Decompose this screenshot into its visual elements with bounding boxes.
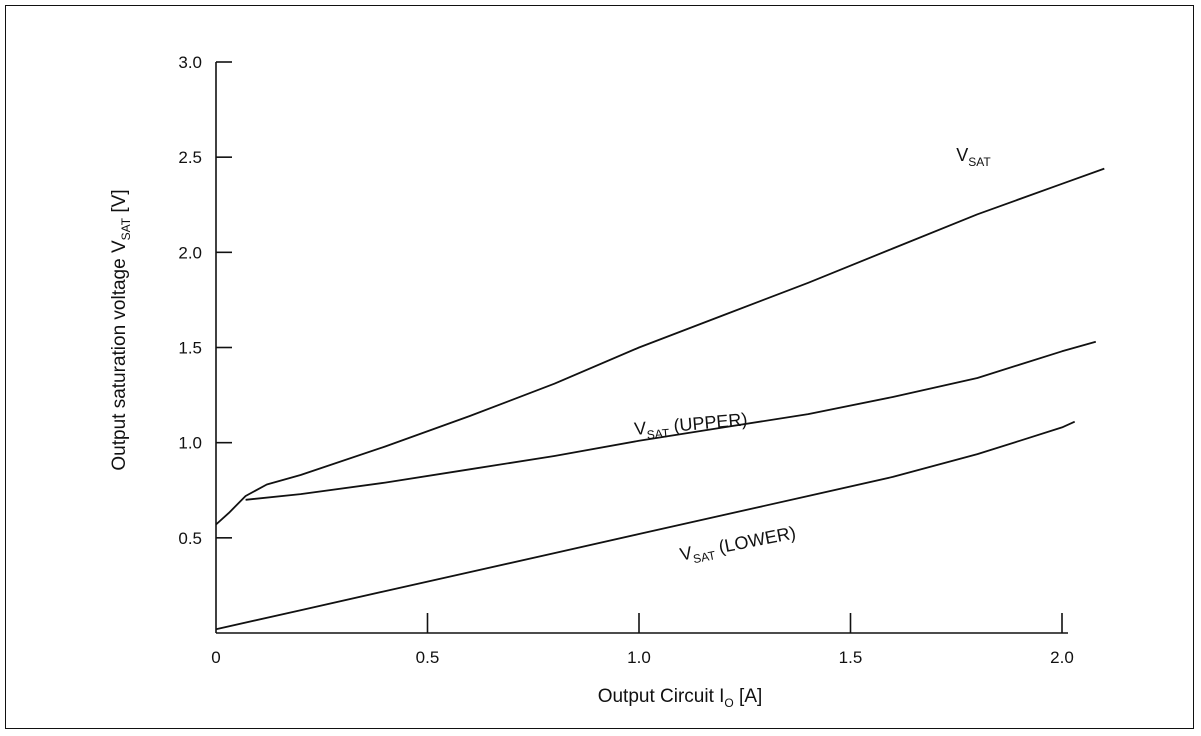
x-axis-title: Output Circuit IO [A] — [598, 686, 763, 710]
y-tick-label: 3.0 — [178, 53, 202, 72]
ticks: 0 0.5 1.0 1.5 2.0 0.5 1.0 1.5 2.0 2.5 3.0 — [178, 53, 1073, 667]
y-tick-label: 2.0 — [178, 243, 202, 262]
x-axis-title-sub: O — [724, 696, 733, 710]
x-axis-title-unit: [A] — [734, 686, 763, 707]
series-line-0 — [215, 167, 1105, 526]
axes — [215, 62, 1068, 634]
x-tick-label: 2.0 — [1050, 648, 1074, 667]
y-axis-title-sub: SAT — [119, 217, 133, 240]
y-tick-label: 2.5 — [178, 148, 202, 167]
series-label-1: VSAT (UPPER) — [633, 409, 748, 443]
x-axis-title-main: Output Circuit I — [598, 686, 725, 707]
series-line-2 — [215, 420, 1076, 631]
x-tick-label: 0.5 — [416, 648, 440, 667]
series-label-0: VSAT — [956, 145, 991, 169]
series-label-2: VSAT (LOWER) — [678, 523, 798, 569]
y-tick-label: 1.5 — [178, 339, 202, 358]
y-axis-title: Output saturation voltage VSAT [V] — [109, 189, 133, 470]
y-tick-label: 1.0 — [178, 434, 202, 453]
series-group — [215, 167, 1105, 631]
y-tick-label: 0.5 — [178, 529, 202, 548]
y-axis-title-unit: [V] — [109, 189, 130, 218]
x-tick-label: 0 — [211, 648, 220, 667]
x-tick-label: 1.0 — [627, 648, 651, 667]
series-line-1 — [245, 340, 1097, 501]
x-tick-label: 1.5 — [839, 648, 863, 667]
chart-frame — [5, 5, 1194, 729]
y-axis-title-main: Output saturation voltage V — [109, 240, 130, 471]
series-labels: VSAT VSAT (UPPER) VSAT (LOWER) — [633, 145, 991, 569]
